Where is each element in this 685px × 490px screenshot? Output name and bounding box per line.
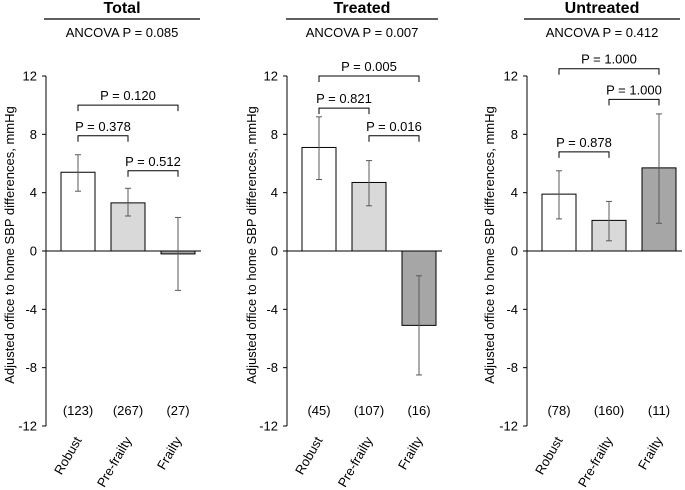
sample-size-label: (267) [113,403,143,418]
p-value-label: P = 0.120 [100,88,156,103]
p-value-label: P = 1.000 [606,82,662,97]
y-tick-label: 8 [271,127,278,142]
category-label: Robust [51,434,85,478]
y-tick-label: 0 [511,244,518,259]
chart-title: Untreated [565,0,640,17]
y-tick-label: -8 [266,360,278,375]
sample-size-label: (45) [307,403,330,418]
y-tick-label: -12 [499,419,518,434]
comparison-bracket [318,75,420,82]
category-label: Robust [532,434,566,478]
y-tick-label: 0 [271,244,278,259]
chart-subtitle: ANCOVA P = 0.007 [306,25,419,40]
y-tick-label: -4 [506,302,518,317]
y-tick-label: -4 [25,302,37,317]
y-tick-label: 0 [30,244,37,259]
comparison-bracket [368,135,420,142]
category-label: Frailty [154,434,185,473]
category-label: Pre-frailty [335,434,376,490]
y-axis-label: Adjusted office to home SBP differences,… [2,106,17,383]
comparison-bracket [558,151,610,158]
chart-subtitle: ANCOVA P = 0.085 [66,25,179,40]
sample-size-label: (11) [648,403,670,418]
y-tick-label: 8 [511,127,518,142]
category-label: Robust [292,434,326,478]
y-tick-label: -4 [266,302,278,317]
y-axis-label: Adjusted office to home SBP differences,… [482,106,497,383]
sample-size-label: (123) [63,403,93,418]
chart-panel-untreated: Untreated ANCOVA P = 0.412 Adjusted office… [482,0,682,490]
y-tick-label: 12 [23,69,37,84]
p-value-label: P = 0.016 [366,119,422,134]
comparison-bracket [77,104,179,112]
y-tick-label: -8 [25,360,37,375]
sample-size-label: (160) [594,403,624,418]
y-tick-label: 12 [504,69,518,84]
sample-size-label: (27) [166,403,189,418]
chart-title: Treated [334,0,391,17]
comparison-bracket [127,170,179,177]
chart-title: Total [103,0,140,17]
p-value-label: P = 0.378 [75,119,131,134]
category-label: Pre-frailty [94,434,135,490]
y-tick-label: -12 [18,419,37,434]
p-value-label: P = 0.005 [341,59,397,74]
category-label: Frailty [635,434,666,473]
comparison-bracket [558,68,660,75]
category-label: Frailty [395,434,426,473]
p-value-label: P = 0.821 [316,91,372,106]
sample-size-label: (107) [354,403,384,418]
y-tick-label: 4 [30,185,37,200]
p-value-label: P = 1.000 [581,52,637,67]
sample-size-label: (78) [547,403,570,418]
y-tick-label: -8 [506,360,518,375]
y-tick-label: 8 [30,127,37,142]
comparison-bracket [77,135,129,142]
chart-subtitle: ANCOVA P = 0.412 [546,25,659,40]
comparison-bracket [318,107,370,115]
chart-panel-treated: Treated ANCOVA P = 0.007 Adjusted office t… [244,0,442,490]
p-value-label: P = 0.878 [556,135,612,150]
sample-size-label: (16) [407,403,430,418]
y-tick-label: 4 [271,185,278,200]
y-tick-label: -12 [259,419,278,434]
p-value-label: P = 0.512 [125,154,181,169]
category-label: Pre-frailty [575,434,616,490]
chart-panel-total: Total ANCOVA P = 0.085 Adjusted office to … [2,0,201,490]
y-axis-label: Adjusted office to home SBP differences,… [244,106,259,383]
y-tick-label: 12 [264,69,278,84]
comparison-bracket [608,98,660,106]
y-tick-label: 4 [511,185,518,200]
